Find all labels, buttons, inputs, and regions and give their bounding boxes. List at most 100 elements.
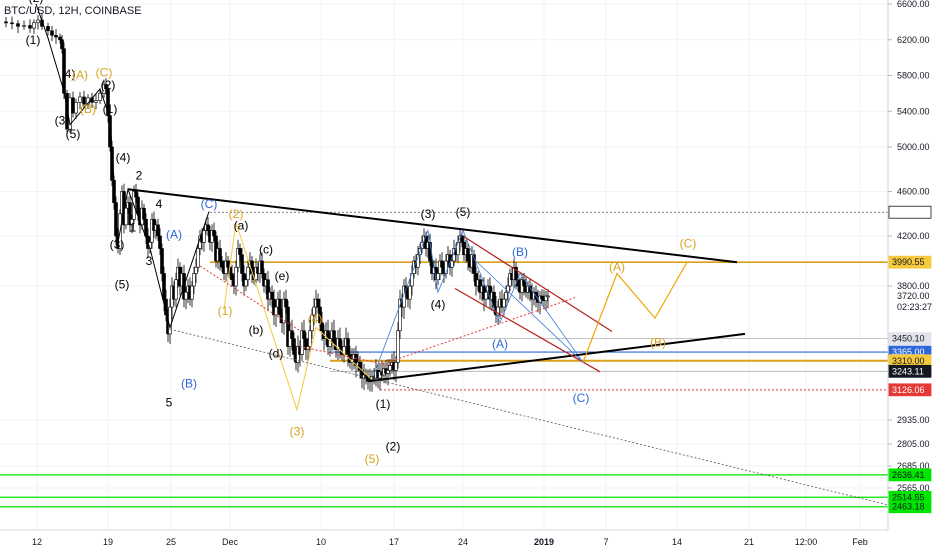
- candle-body: [78, 96, 82, 103]
- time-tick-label[interactable]: 12: [32, 537, 42, 547]
- wave-label: (B): [181, 377, 197, 391]
- price-badge: [888, 332, 932, 346]
- wave-count-path-recent: [371, 228, 584, 380]
- price-badge: [888, 500, 932, 514]
- candle-body: [124, 207, 128, 226]
- candle-body: [68, 97, 72, 130]
- time-tick-label[interactable]: 24: [458, 537, 468, 547]
- time-axis[interactable]: 12 19 25 Dec 10 17 24 2019 7 14 21 12:00 Feb: [32, 537, 868, 547]
- candle-body: [4, 21, 8, 24]
- candle-body: [54, 34, 58, 38]
- wave-count-path: [35, 3, 210, 330]
- time-tick-label[interactable]: 25: [166, 537, 176, 547]
- time-tick-label[interactable]: Dec: [222, 537, 239, 547]
- candle-body: [236, 248, 240, 268]
- wave-label: 1: [130, 221, 137, 235]
- candle-body: [304, 338, 308, 351]
- wave-label: (B): [80, 102, 96, 116]
- wave-label: (2): [101, 78, 116, 92]
- price-badge-text: 3720.00: [897, 291, 930, 301]
- candle-body: [394, 362, 398, 371]
- candle-body: [184, 291, 188, 300]
- candle-body: [106, 88, 110, 117]
- time-tick-label[interactable]: 7: [603, 537, 608, 547]
- time-tick-label[interactable]: 21: [744, 537, 754, 547]
- candle-body: [36, 19, 40, 24]
- candle-body: [278, 298, 282, 316]
- trend-line: [387, 297, 576, 363]
- wave-label: (2): [29, 0, 44, 5]
- candle-body: [436, 273, 440, 281]
- candle-body: [502, 298, 506, 308]
- candle-body: [332, 330, 336, 344]
- candle-body: [136, 196, 140, 215]
- wave-label: (5): [66, 127, 81, 141]
- wave-label: (B): [650, 336, 666, 350]
- wave-label: (5): [365, 452, 380, 466]
- time-tick-label[interactable]: Feb: [852, 537, 868, 547]
- price-badge-text: 2636.41: [892, 470, 925, 480]
- candle-body: [540, 295, 544, 300]
- grid-layer: [0, 0, 888, 530]
- time-tick-label[interactable]: 2019: [534, 537, 554, 547]
- candle-body: [130, 219, 134, 226]
- candle-body: [310, 314, 314, 332]
- price-tick-label: 6200.00: [897, 35, 930, 45]
- time-tick-label[interactable]: 17: [389, 537, 399, 547]
- candle-body: [194, 266, 198, 274]
- price-tick-label: 2565.00: [897, 483, 930, 493]
- price-tick-label: 5400.00: [897, 106, 930, 116]
- time-tick-label[interactable]: 12:00: [795, 537, 818, 547]
- candle-body: [308, 330, 312, 347]
- candle-body: [408, 285, 412, 300]
- wave-label: (A): [166, 228, 182, 242]
- price-badge-text: 3243.11: [892, 366, 924, 376]
- wave-label: (a): [234, 218, 249, 232]
- candle-body: [174, 279, 178, 300]
- candle-body: [284, 298, 288, 308]
- wave-label: (2): [386, 439, 401, 453]
- horizontal-levels: [0, 211, 888, 508]
- candle-body: [546, 295, 550, 298]
- candle-body: [440, 260, 444, 268]
- price-axis-panel[interactable]: [888, 0, 932, 550]
- candle-body: [398, 298, 402, 332]
- price-tick-label: 5800.00: [897, 71, 930, 81]
- candle-body: [316, 298, 320, 308]
- candle-body: [472, 254, 476, 274]
- wave-label: (1): [376, 397, 391, 411]
- candle-body: [386, 369, 390, 374]
- wave-label: (5): [115, 278, 130, 292]
- candle-body: [234, 266, 238, 287]
- candle-body: [98, 93, 102, 101]
- candle-body: [504, 291, 508, 300]
- candle-body: [286, 306, 290, 347]
- wave-label: (4): [116, 150, 131, 164]
- time-tick-label[interactable]: 19: [103, 537, 113, 547]
- wave-label: (4): [431, 298, 446, 312]
- candle-body: [16, 23, 20, 27]
- trendlines: [35, 3, 891, 506]
- candle-body: [22, 25, 26, 27]
- price-badge-text: 4413.82: [892, 207, 925, 217]
- price-tick-label: 6600.00: [897, 0, 930, 9]
- candle-body: [134, 191, 138, 198]
- price-badge-text: 3990.55: [892, 257, 925, 267]
- price-axis[interactable]: 6600.00 6200.00 5800.00 5400.00 5000.00 4600.…: [888, 0, 930, 493]
- candle-body: [312, 306, 316, 316]
- candle-body: [460, 235, 464, 243]
- candle-body: [202, 230, 206, 243]
- candle-body: [74, 102, 78, 114]
- price-tick-label: 2685.00: [897, 461, 930, 471]
- candle-body: [226, 260, 230, 268]
- symbol-title: BTC/USD, 12H, COINBASE: [4, 5, 142, 17]
- wave-label: (1): [103, 102, 118, 116]
- time-axis-panel[interactable]: [0, 530, 932, 550]
- wave-label: 5: [166, 396, 173, 410]
- price-tick-label: 2935.00: [897, 415, 930, 425]
- time-tick-label[interactable]: 10: [316, 537, 326, 547]
- price-badge: [888, 255, 932, 269]
- wave-label: (1): [218, 304, 233, 318]
- time-tick-label[interactable]: 14: [672, 537, 682, 547]
